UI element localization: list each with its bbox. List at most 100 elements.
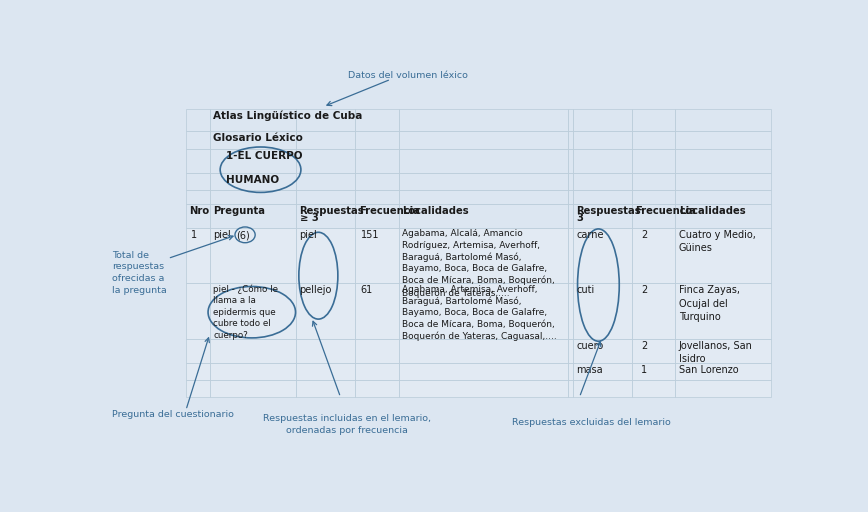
Bar bbox=[675, 149, 771, 173]
Text: masa: masa bbox=[576, 365, 603, 375]
Bar bbox=[355, 109, 398, 132]
Bar bbox=[355, 173, 398, 190]
Text: cuero: cuero bbox=[576, 340, 603, 351]
Bar bbox=[675, 132, 771, 149]
Bar bbox=[210, 339, 296, 362]
Text: Datos del volumen léxico: Datos del volumen léxico bbox=[348, 71, 468, 80]
Bar bbox=[355, 284, 398, 339]
Bar bbox=[573, 173, 632, 190]
Bar bbox=[186, 339, 210, 362]
Bar bbox=[296, 284, 355, 339]
Bar bbox=[632, 204, 675, 228]
Bar bbox=[568, 109, 573, 132]
Text: cuti: cuti bbox=[576, 285, 595, 295]
Text: carne: carne bbox=[576, 230, 604, 240]
Bar bbox=[355, 228, 398, 284]
Bar bbox=[210, 149, 296, 173]
Text: piel - ¿Cómo le
llama a la
epidermis que
cubre todo el
cuerpo?: piel - ¿Cómo le llama a la epidermis que… bbox=[214, 284, 279, 339]
Bar bbox=[573, 284, 632, 339]
Bar bbox=[210, 362, 296, 380]
Text: 3: 3 bbox=[576, 212, 583, 223]
Bar bbox=[398, 190, 568, 204]
Bar bbox=[210, 190, 296, 204]
Bar bbox=[398, 109, 568, 132]
Text: HUMANO: HUMANO bbox=[226, 175, 279, 185]
Bar bbox=[675, 362, 771, 380]
Bar bbox=[296, 132, 355, 149]
Bar bbox=[296, 362, 355, 380]
Bar bbox=[296, 380, 355, 396]
Bar bbox=[398, 362, 568, 380]
Bar bbox=[355, 132, 398, 149]
Text: ≥ 3: ≥ 3 bbox=[299, 212, 319, 223]
Bar bbox=[675, 204, 771, 228]
Bar bbox=[355, 339, 398, 362]
Text: Finca Zayas,
Ocujal del
Turquino: Finca Zayas, Ocujal del Turquino bbox=[679, 285, 740, 322]
Bar bbox=[186, 173, 210, 190]
Text: Pregunta: Pregunta bbox=[214, 206, 266, 216]
Bar bbox=[632, 228, 675, 284]
Text: pellejo: pellejo bbox=[299, 285, 332, 295]
Bar bbox=[675, 109, 771, 132]
Bar bbox=[568, 173, 573, 190]
Bar bbox=[675, 173, 771, 190]
Text: San Lorenzo: San Lorenzo bbox=[679, 365, 739, 375]
Bar bbox=[568, 149, 573, 173]
Bar bbox=[573, 204, 632, 228]
Bar bbox=[398, 380, 568, 396]
Bar bbox=[355, 380, 398, 396]
Bar bbox=[355, 362, 398, 380]
Text: Agabama, Alcalá, Amancio
Rodríguez, Artemisa, Averhoff,
Baraguá, Bartolomé Masó,: Agabama, Alcalá, Amancio Rodríguez, Arte… bbox=[402, 229, 555, 297]
Bar bbox=[186, 132, 210, 149]
Text: Respuestas excluidas del lemario: Respuestas excluidas del lemario bbox=[512, 418, 671, 427]
Bar bbox=[573, 190, 632, 204]
Bar bbox=[186, 190, 210, 204]
Bar bbox=[568, 380, 573, 396]
Bar bbox=[675, 228, 771, 284]
Text: Cuatro y Medio,
Güines: Cuatro y Medio, Güines bbox=[679, 230, 756, 253]
Bar bbox=[186, 284, 210, 339]
Bar bbox=[186, 149, 210, 173]
Text: (6): (6) bbox=[235, 230, 249, 240]
Text: Frecuencia: Frecuencia bbox=[358, 206, 420, 216]
Bar bbox=[632, 339, 675, 362]
Text: Respuestas: Respuestas bbox=[576, 206, 641, 216]
Bar bbox=[573, 109, 632, 132]
Bar bbox=[632, 132, 675, 149]
Bar bbox=[675, 339, 771, 362]
Text: piel: piel bbox=[299, 230, 318, 240]
Bar bbox=[568, 132, 573, 149]
Bar bbox=[675, 284, 771, 339]
Bar bbox=[355, 149, 398, 173]
Bar bbox=[210, 228, 296, 284]
Text: Jovellanos, San
Isidro: Jovellanos, San Isidro bbox=[679, 340, 753, 364]
Text: Localidades: Localidades bbox=[679, 206, 746, 216]
Bar bbox=[186, 228, 210, 284]
Bar bbox=[632, 149, 675, 173]
Text: Respuestas: Respuestas bbox=[299, 206, 365, 216]
Bar bbox=[186, 380, 210, 396]
Bar bbox=[568, 339, 573, 362]
Bar bbox=[296, 228, 355, 284]
Bar bbox=[296, 339, 355, 362]
Text: Atlas Lingüístico de Cuba: Atlas Lingüístico de Cuba bbox=[214, 111, 363, 121]
Bar bbox=[573, 149, 632, 173]
Text: 1: 1 bbox=[641, 365, 647, 375]
Bar bbox=[398, 228, 568, 284]
Bar bbox=[632, 190, 675, 204]
Text: 61: 61 bbox=[361, 285, 373, 295]
Bar bbox=[296, 204, 355, 228]
Bar bbox=[573, 362, 632, 380]
Bar bbox=[568, 362, 573, 380]
Text: 1: 1 bbox=[191, 230, 197, 240]
Text: Agabama, Artemisa, Averhoff,
Baraguá, Bartolomé Masó,
Bayamo, Boca, Boca de Gala: Agabama, Artemisa, Averhoff, Baraguá, Ba… bbox=[402, 285, 557, 342]
Bar bbox=[296, 190, 355, 204]
Bar bbox=[573, 132, 632, 149]
Bar bbox=[398, 284, 568, 339]
Text: piel: piel bbox=[214, 230, 231, 240]
Text: 2: 2 bbox=[641, 285, 648, 295]
Bar bbox=[675, 190, 771, 204]
Bar bbox=[568, 228, 573, 284]
Bar bbox=[210, 132, 296, 149]
Text: 2: 2 bbox=[641, 230, 648, 240]
